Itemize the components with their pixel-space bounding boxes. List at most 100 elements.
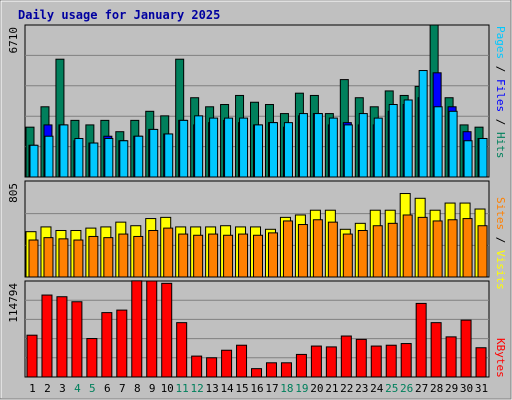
pages-bar-day-10 — [164, 133, 174, 178]
day-label-13: 13 — [205, 382, 218, 395]
pages-bar-day-5 — [89, 142, 99, 178]
pages-bar-day-25 — [388, 104, 398, 178]
kbytes-bar-day-5 — [86, 338, 98, 378]
sites-bar-day-26 — [402, 214, 413, 278]
day-label-10: 10 — [161, 382, 174, 395]
sites-bar-day-9 — [148, 229, 159, 278]
day-label-25: 25 — [385, 382, 398, 395]
kbytes-bar-day-11 — [176, 322, 188, 378]
sites-bar-day-12 — [193, 234, 204, 278]
sites-bar-day-5 — [88, 235, 99, 278]
day-axis: 1 2 3 4 5 6 7 8 9 10 11 12 13 14 15 16 17 18 19 20 21 22 23 24 2… — [29, 382, 488, 395]
day-label-29: 29 — [445, 382, 458, 395]
kbytes-bar-day-21 — [325, 346, 337, 378]
kbytes-bar-day-28 — [430, 322, 442, 378]
sites-bar-day-28 — [432, 220, 443, 278]
kbytes-bar-day-2 — [41, 294, 53, 378]
sites-bar-day-29 — [447, 219, 458, 278]
sites-bar-day-18 — [282, 220, 293, 278]
sites-bar-day-2 — [43, 237, 54, 278]
kbytes-bar-day-13 — [206, 357, 218, 378]
kbytes-bar-day-12 — [191, 355, 203, 378]
day-label-15: 15 — [235, 382, 248, 395]
kbytes-bar-day-31 — [475, 347, 487, 378]
kbytes-bar-day-7 — [116, 309, 128, 378]
pages-bar-day-12 — [194, 115, 204, 178]
legend-pages-files-hits-part-2: / — [494, 59, 507, 79]
pages-bar-day-29 — [448, 110, 458, 178]
sites-bar-day-30 — [462, 218, 473, 278]
day-label-26: 26 — [400, 382, 413, 395]
legend-pages-files-hits-part-3: Files — [494, 79, 507, 112]
day-label-22: 22 — [340, 382, 353, 395]
kbytes-bar-day-8 — [131, 280, 143, 378]
sites-bar-day-24 — [372, 225, 383, 278]
sites-bar-day-22 — [342, 233, 353, 278]
pages-bar-day-8 — [134, 135, 144, 178]
sites-bar-day-15 — [238, 233, 249, 278]
pages-bar-day-6 — [104, 137, 114, 178]
kbytes-bar-day-9 — [146, 280, 158, 378]
day-label-6: 6 — [104, 382, 111, 395]
day-label-7: 7 — [119, 382, 126, 395]
sites-bar-day-21 — [327, 221, 338, 278]
day-label-11: 11 — [176, 382, 189, 395]
pages-bar-day-11 — [179, 119, 189, 178]
sites-bar-day-13 — [208, 233, 219, 278]
day-label-2: 2 — [44, 382, 51, 395]
legend-pages-files-hits-part-4: / — [494, 112, 507, 132]
pages-bar-day-9 — [149, 128, 159, 178]
pages-bar-day-28 — [433, 106, 443, 178]
day-label-21: 21 — [325, 382, 338, 395]
pages-bar-day-23 — [358, 113, 368, 178]
pages-bar-day-1 — [29, 144, 39, 178]
pages-bar-day-14 — [224, 117, 234, 178]
sites-bar-day-23 — [357, 229, 368, 278]
kbytes-bar-day-3 — [56, 296, 68, 378]
legend-sites-visits: Sites / Visits — [494, 197, 507, 290]
pages-bar-day-3 — [59, 124, 69, 178]
day-label-9: 9 — [149, 382, 156, 395]
sites-bar-day-19 — [297, 224, 308, 278]
chart-panels: 6710 805 114794 — [7, 24, 490, 378]
pages-bar-day-21 — [328, 117, 338, 178]
pages-bar-day-27 — [418, 70, 428, 178]
pages-bar-day-15 — [239, 117, 249, 178]
day-label-23: 23 — [355, 382, 368, 395]
pages-bar-day-20 — [313, 113, 323, 178]
pages-bar-day-19 — [298, 113, 308, 178]
pages-bar-day-18 — [283, 122, 293, 178]
chart-title: Daily usage for January 2025 — [18, 8, 220, 22]
pages-bar-day-2 — [44, 135, 54, 178]
sites-bar-day-16 — [253, 234, 264, 278]
kbytes-bar-day-6 — [101, 312, 113, 378]
kbytes-bar-day-30 — [460, 319, 472, 378]
kbytes-bar-day-10 — [161, 282, 173, 378]
pages-bar-day-16 — [254, 124, 264, 178]
kbytes-bar-day-22 — [340, 335, 352, 378]
day-label-28: 28 — [430, 382, 443, 395]
sites-bar-day-20 — [312, 219, 323, 278]
day-label-3: 3 — [59, 382, 66, 395]
kbytes-bar-day-4 — [71, 301, 83, 378]
day-label-20: 20 — [310, 382, 323, 395]
sites-bar-day-31 — [477, 225, 488, 278]
legend-pages-files-hits-part-1: Pages — [494, 26, 507, 59]
legends: Pages / Files / Hits Sites / Visits KBytes — [494, 26, 507, 378]
day-label-31: 31 — [475, 382, 488, 395]
kbytes-bar-day-24 — [370, 345, 382, 378]
day-label-5: 5 — [89, 382, 96, 395]
legend-kbytes: KBytes — [494, 338, 507, 378]
sites-bar-day-7 — [118, 233, 129, 278]
day-label-18: 18 — [280, 382, 293, 395]
panel-2-max-label: 805 — [7, 183, 20, 203]
kbytes-bar-day-27 — [415, 302, 427, 378]
kbytes-bar-day-18 — [280, 362, 292, 378]
day-label-4: 4 — [74, 382, 81, 395]
kbytes-bar-day-17 — [265, 362, 277, 378]
sites-bar-day-14 — [223, 234, 234, 278]
kbytes-bar-day-1 — [26, 334, 38, 378]
panel-3-max-label: 114794 — [7, 283, 20, 323]
day-label-27: 27 — [415, 382, 428, 395]
